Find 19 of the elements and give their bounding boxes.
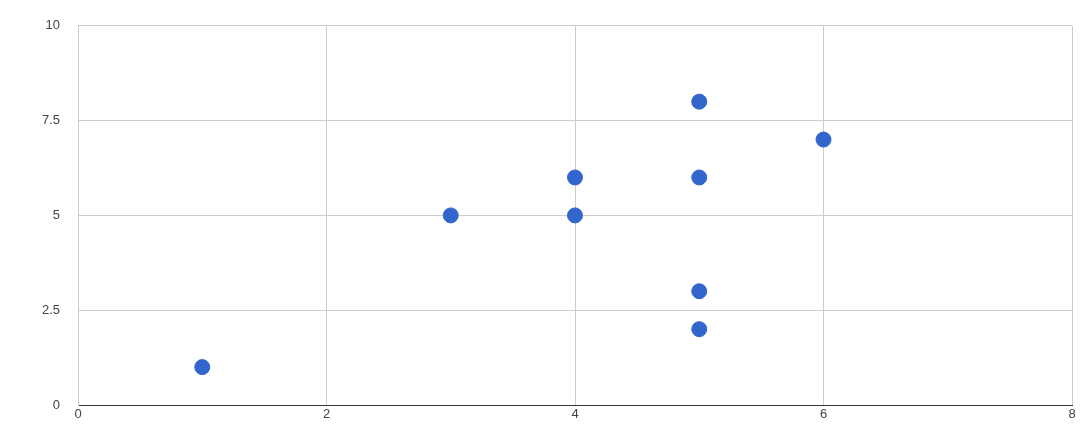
point — [691, 283, 708, 300]
x-tick-label: 0 — [74, 406, 82, 422]
y-tick-label: 0 — [52, 396, 60, 412]
y-tick-label: 10 — [45, 17, 60, 33]
point — [567, 207, 583, 224]
y-tick-label: 5 — [52, 206, 60, 222]
x-tick-label: 4 — [571, 406, 579, 422]
point — [442, 207, 459, 224]
point — [567, 169, 583, 186]
point — [691, 93, 708, 110]
point — [815, 131, 832, 148]
x-tick-label: 2 — [322, 406, 331, 422]
y-tick-label: 7.5 — [41, 112, 60, 128]
x-tick-label: 8 — [1068, 406, 1076, 422]
point — [194, 359, 211, 376]
point — [691, 169, 708, 186]
x-tick-label: 6 — [819, 406, 828, 422]
point — [691, 321, 708, 338]
y-tick-label: 2.5 — [41, 301, 60, 317]
